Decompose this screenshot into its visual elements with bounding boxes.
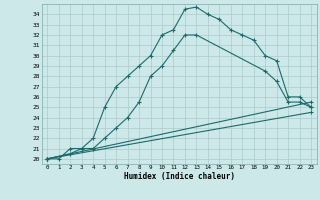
- X-axis label: Humidex (Indice chaleur): Humidex (Indice chaleur): [124, 172, 235, 181]
